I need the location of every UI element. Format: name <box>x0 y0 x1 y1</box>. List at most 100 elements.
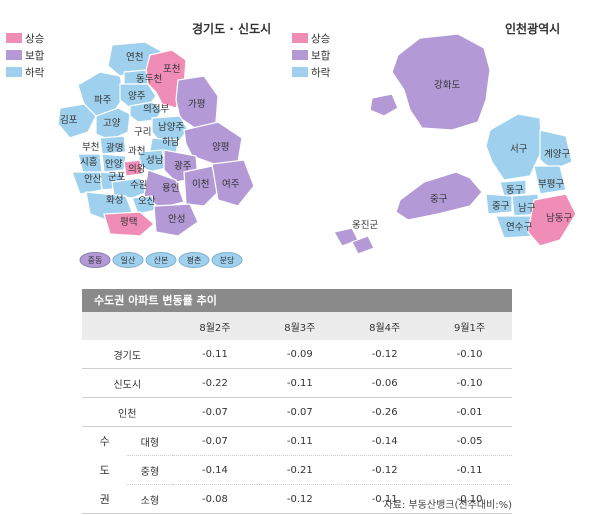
cell-value: -0.06 <box>342 368 428 398</box>
pill-bundang[interactable] <box>211 252 243 268</box>
legend-flat-label: 보합 <box>25 50 45 62</box>
r-legend-rise-label: 상승 <box>311 33 331 45</box>
label-yeoju: 여주 <box>222 178 240 190</box>
region-anseong[interactable] <box>153 203 199 237</box>
col-header: 8월3주 <box>257 312 343 340</box>
cell-value: -0.10 <box>427 340 512 369</box>
cell-value: -0.11 <box>342 484 428 514</box>
cell-value: -0.01 <box>427 397 512 427</box>
new-town-pills: 중동 일산 산본 평촌 분당 <box>79 252 243 268</box>
maps-area: 상승 보합 하락 경기도 · 신도시 연천 포천 동두천 파주 양주 의정부 가… <box>6 21 577 268</box>
label-gapyeong: 가평 <box>188 99 205 110</box>
cell-value: -0.07 <box>172 397 258 427</box>
region-pyeongtaek[interactable] <box>103 211 155 237</box>
incheon-map <box>333 33 577 255</box>
gyeonggi-map <box>57 41 255 237</box>
region-ongjin-2[interactable] <box>351 235 375 255</box>
label-yeoncheon: 연천 <box>126 52 143 63</box>
region-dong-gu[interactable] <box>499 179 527 197</box>
group-char: 권 <box>82 484 128 514</box>
r-legend-fall-label: 하락 <box>311 66 331 79</box>
label-seongnam: 성남 <box>146 155 164 166</box>
label-ongjin: 옹진군 <box>352 220 378 231</box>
pill-jungdong[interactable] <box>79 252 111 268</box>
row-label: 경기도 <box>82 340 173 369</box>
region-uiwang[interactable] <box>123 159 143 177</box>
pill-sanbon[interactable] <box>145 252 177 268</box>
label-jung-gu: 중구 <box>430 194 448 205</box>
region-icheon[interactable] <box>183 165 221 207</box>
label-namyangju: 남양주 <box>158 122 184 133</box>
change-rate-table-panel: 수도권 아파트 변동률 추이 8월2주 8월3주 8월4주 9월1주 경기도 -… <box>82 289 512 514</box>
label-guri: 구리 <box>134 127 151 138</box>
cell-value: -0.08 <box>172 484 258 514</box>
row-label: 중형 <box>127 455 173 485</box>
label-dongducheon: 동두천 <box>136 74 162 85</box>
label-namdong: 남동구 <box>546 213 572 224</box>
cell-value: -0.14 <box>172 455 258 485</box>
label-uiwang: 의왕 <box>128 164 146 175</box>
pill-bundang-label: 분당 <box>220 255 235 265</box>
legend-fall-label: 하락 <box>25 66 45 79</box>
cell-value: -0.12 <box>342 455 428 485</box>
region-ganghwa-islet[interactable] <box>369 93 399 117</box>
label-nam-gu: 남구 <box>518 203 536 214</box>
left-legend: 상승 보합 하락 <box>6 33 45 79</box>
table-row: 도 중형 -0.14 -0.21 -0.12 -0.11 <box>82 455 512 485</box>
table-row: 인천 -0.07 -0.07 -0.26 -0.01 <box>82 397 512 427</box>
table-header-row: 8월2주 8월3주 8월4주 9월1주 <box>82 312 512 340</box>
label-icheon: 이천 <box>192 179 209 190</box>
region-gimpo[interactable] <box>57 103 97 139</box>
row-label: 대형 <box>127 426 173 456</box>
cell-value: -0.11 <box>257 426 343 456</box>
region-jung-gu-inner[interactable] <box>485 193 513 215</box>
region-seo-gu[interactable] <box>485 113 543 181</box>
label-uijeongbu: 의정부 <box>143 104 169 115</box>
col-header: 8월4주 <box>342 312 428 340</box>
row-label: 신도시 <box>82 368 173 398</box>
label-yangju: 양주 <box>128 91 146 102</box>
region-suwon[interactable] <box>111 177 149 199</box>
label-jung-gu-inner: 중구 <box>492 201 510 212</box>
label-yangpyeong: 양평 <box>212 142 229 153</box>
legend-fall-swatch <box>6 67 22 77</box>
table-row: 수 대형 -0.07 -0.11 -0.14 -0.05 <box>82 426 512 456</box>
col-header: 8월2주 <box>172 312 258 340</box>
label-gimpo: 김포 <box>60 114 78 126</box>
table-row: 권 소형 -0.08 -0.12 -0.11 -0.10 <box>82 484 512 514</box>
row-label: 인천 <box>82 397 173 427</box>
cell-value: -0.05 <box>427 426 512 456</box>
legend-rise-swatch <box>6 33 22 43</box>
region-yeoju[interactable] <box>211 159 255 207</box>
region-bupyeong[interactable] <box>533 165 567 195</box>
left-region-labels: 연천 포천 동두천 파주 양주 의정부 가평 김포 고양 남양주 구리 하남 양… <box>60 52 240 228</box>
label-yeonsu: 연수구 <box>506 222 532 233</box>
label-siheung: 시흥 <box>80 156 98 168</box>
region-anyang[interactable] <box>101 153 127 173</box>
cell-value: -0.12 <box>257 484 343 514</box>
label-bucheon: 부천 <box>82 142 99 153</box>
region-bucheon[interactable] <box>77 137 101 155</box>
pill-pyeongchon[interactable] <box>178 252 210 268</box>
right-region-labels: 강화도 서구 계양구 부평구 동구 중구 중구 남구 옹진군 연수구 남동구 <box>352 80 572 233</box>
left-map-title: 경기도 · 신도시 <box>192 21 271 36</box>
cell-value: -0.09 <box>257 340 343 369</box>
pill-ilsan[interactable] <box>112 252 144 268</box>
label-gwacheon: 과천 <box>128 146 145 157</box>
region-namdong[interactable] <box>527 193 577 247</box>
region-gwangmyeong[interactable] <box>99 135 127 155</box>
r-legend-flat-swatch <box>292 50 308 60</box>
region-jung-gu[interactable] <box>395 171 483 221</box>
pill-sanbon-label: 산본 <box>154 255 169 265</box>
group-char: 수 <box>99 435 110 449</box>
pill-jungdong-label: 중동 <box>88 256 103 265</box>
label-gyeyang: 계양구 <box>544 148 570 160</box>
pill-pyeongchon-label: 평촌 <box>187 255 202 265</box>
region-ganghwa[interactable] <box>391 33 491 131</box>
label-osan: 오산 <box>138 196 156 207</box>
cell-value: -0.07 <box>257 397 343 427</box>
region-goyang[interactable] <box>95 107 131 141</box>
cell-value: -0.11 <box>172 340 258 369</box>
region-gyeyang[interactable] <box>539 129 573 171</box>
header-blank <box>82 312 173 340</box>
